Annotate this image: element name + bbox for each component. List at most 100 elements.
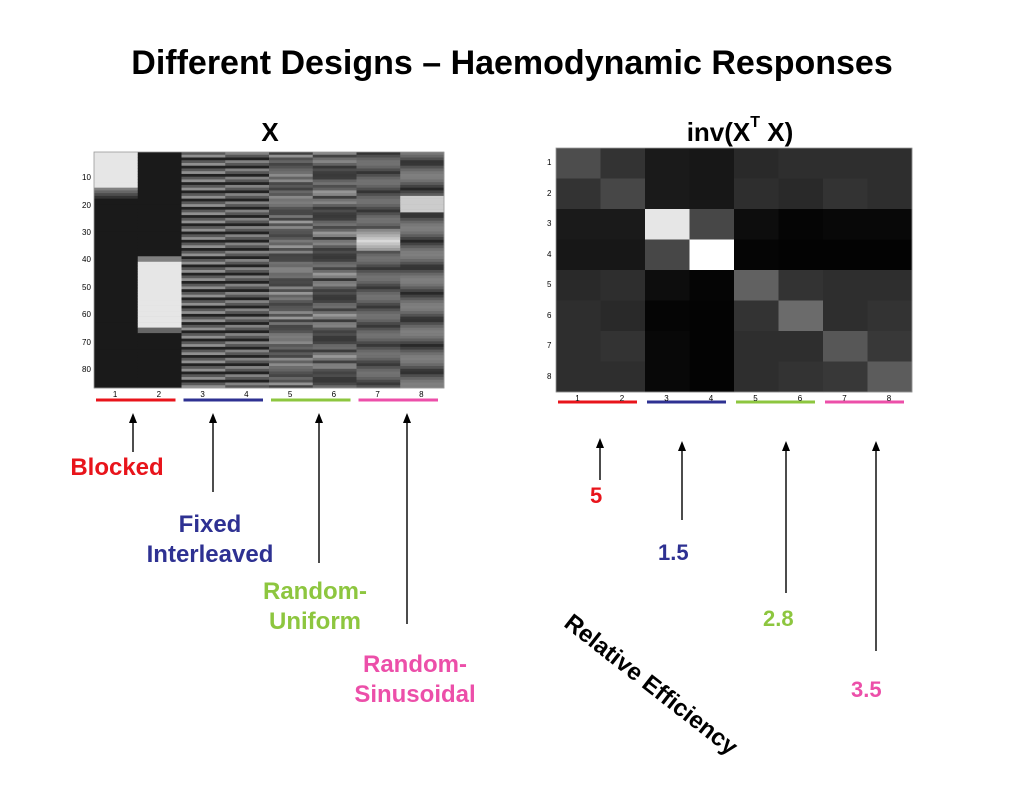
inverse-matrix-cell — [778, 270, 824, 301]
design-matrix-cell — [356, 352, 401, 356]
design-matrix-cell — [400, 215, 445, 219]
design-matrix-cell — [94, 228, 139, 232]
design-matrix-cell — [356, 344, 401, 348]
design-matrix-cell — [137, 165, 182, 169]
design-matrix-cell — [137, 250, 182, 254]
inverse-matrix-title-end: X) — [760, 117, 794, 147]
inverse-matrix-cell — [778, 361, 824, 393]
design-matrix-cell — [137, 382, 182, 386]
design-matrix-cell — [400, 289, 445, 293]
design-matrix-cell — [400, 237, 445, 241]
design-matrix-cell — [269, 300, 314, 304]
design-matrix-cell — [312, 379, 357, 383]
design-matrix-cell — [356, 223, 401, 227]
inverse-matrix-cell — [867, 270, 913, 301]
design-matrix-cell — [137, 231, 182, 235]
design-matrix-cell — [181, 201, 226, 205]
design-matrix-cell — [181, 176, 226, 180]
design-matrix-cell — [356, 272, 401, 276]
inverse-matrix-cell — [556, 148, 601, 179]
design-matrix-cell — [400, 291, 445, 295]
design-matrix-cell — [400, 176, 445, 180]
design-matrix-cell — [181, 278, 226, 282]
design-matrix-cell — [181, 349, 226, 353]
design-matrix-cell — [312, 316, 357, 320]
design-matrix-cell — [94, 162, 139, 167]
design-matrix-cell — [269, 355, 314, 359]
design-matrix-cell — [181, 379, 226, 383]
design-matrix-cell — [225, 187, 270, 191]
design-matrix-cell — [400, 217, 445, 221]
design-matrix-cell — [225, 379, 270, 383]
design-matrix-cell — [181, 212, 226, 216]
design-matrix-cell — [225, 160, 270, 164]
design-matrix-cell — [94, 283, 139, 287]
inverse-matrix-cell — [867, 148, 913, 179]
design-matrix-cell — [312, 195, 357, 199]
inverse-matrix-cell — [600, 300, 646, 332]
design-matrix-cell — [269, 234, 314, 238]
design-matrix-cell — [400, 355, 445, 359]
design-matrix-cell — [312, 308, 357, 312]
design-matrix-cell — [94, 289, 139, 293]
design-matrix-cell — [400, 382, 445, 386]
design-matrix-cell — [225, 316, 270, 320]
design-matrix-cell — [356, 201, 401, 205]
inverse-matrix-cell — [823, 239, 868, 271]
design-matrix-cell — [312, 250, 357, 254]
design-matrix-cell — [312, 217, 357, 221]
design-matrix-cell — [94, 305, 139, 309]
design-matrix-cell — [181, 308, 226, 312]
design-matrix-cell — [400, 349, 445, 353]
design-matrix-cell — [312, 324, 357, 328]
slide-title: Different Designs – Haemodynamic Respons… — [131, 44, 893, 82]
inverse-matrix-y-tick: 6 — [547, 310, 552, 320]
design-matrix-cell — [312, 162, 357, 167]
design-matrix-cell — [400, 368, 445, 372]
design-matrix-cell — [137, 179, 182, 183]
label-fixed-line1: Fixed — [178, 511, 242, 538]
inverse-matrix-cell — [600, 361, 646, 393]
design-matrix-cell — [400, 360, 445, 364]
design-matrix-cell — [181, 245, 226, 249]
inverse-matrix-cell — [600, 148, 646, 179]
design-matrix-cell — [400, 231, 445, 235]
design-matrix-cell — [137, 193, 182, 197]
inverse-matrix-cell — [734, 331, 779, 362]
design-matrix-cell — [400, 261, 445, 265]
design-matrix-cell — [312, 371, 357, 375]
design-matrix-cell — [137, 234, 182, 238]
design-matrix-cell — [181, 374, 226, 378]
design-matrix-cell — [94, 234, 139, 238]
design-matrix-cell — [137, 300, 182, 304]
design-matrix-cell — [225, 195, 270, 199]
design-matrix-cell — [312, 297, 357, 301]
design-matrix-cell — [137, 171, 182, 175]
inverse-matrix-cell — [867, 331, 913, 362]
inverse-matrix-cell — [645, 270, 690, 301]
design-matrix-cell — [225, 313, 270, 317]
design-matrix-cell — [269, 190, 314, 194]
design-matrix-cell — [225, 171, 270, 175]
design-matrix-cell — [225, 355, 270, 359]
design-matrix-cell — [181, 360, 226, 364]
design-matrix-cell — [356, 374, 401, 378]
design-matrix-cell — [356, 324, 401, 328]
design-matrix-cell — [137, 162, 182, 167]
design-matrix-cell — [356, 190, 401, 194]
design-matrix-cell — [94, 382, 139, 386]
design-matrix-cell — [181, 193, 226, 197]
design-matrix-cell — [312, 253, 357, 257]
design-matrix-cell — [137, 245, 182, 249]
design-matrix-cell — [400, 206, 445, 210]
inverse-matrix-cell — [778, 239, 824, 271]
design-matrix-cell — [137, 286, 182, 290]
design-matrix-cell — [137, 154, 182, 158]
design-matrix-cell — [269, 173, 314, 177]
inverse-matrix-cell — [645, 361, 690, 393]
design-matrix-cell — [356, 311, 401, 315]
design-matrix-x-tick: 1 — [112, 390, 118, 399]
design-matrix-cell — [312, 382, 357, 386]
design-matrix-cell — [94, 264, 139, 268]
design-matrix-cell — [312, 190, 357, 194]
